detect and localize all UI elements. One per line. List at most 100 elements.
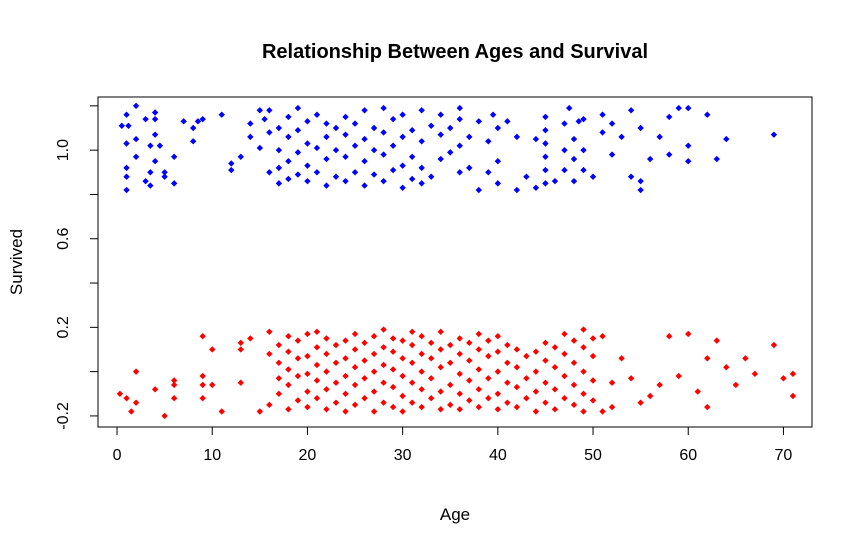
not-survived-point (370, 332, 378, 340)
not-survived-point (370, 350, 378, 358)
survived-point (437, 111, 444, 118)
not-survived-point (485, 375, 492, 382)
not-survived-point (732, 381, 740, 389)
survived-point (147, 142, 154, 149)
not-survived-point (418, 386, 425, 393)
y-tick-label: 1.0 (55, 139, 72, 161)
survived-point (542, 153, 549, 160)
survived-point (294, 104, 302, 112)
survived-point (561, 120, 568, 127)
survived-point (313, 169, 321, 176)
survived-point (147, 182, 154, 189)
not-survived-point (370, 408, 378, 415)
not-survived-point (418, 350, 425, 358)
survived-point (313, 111, 321, 118)
not-survived-point (789, 392, 797, 400)
not-survived-point (285, 381, 292, 389)
not-survived-point (304, 403, 311, 411)
not-survived-point (313, 377, 321, 384)
not-survived-point (599, 408, 606, 415)
survived-point (304, 177, 311, 185)
survived-point (466, 133, 473, 141)
not-survived-point (466, 357, 473, 364)
survived-point (147, 169, 154, 176)
not-survived-point (475, 366, 482, 373)
survived-point (723, 135, 730, 143)
not-survived-point (542, 399, 549, 406)
not-survived-point (237, 346, 244, 353)
not-survived-point (437, 328, 444, 335)
survived-point (399, 162, 406, 169)
not-survived-point (475, 386, 482, 393)
not-survived-point (170, 395, 178, 402)
survived-point (566, 104, 573, 112)
not-survived-point (313, 328, 321, 335)
not-survived-point (408, 328, 416, 335)
survived-point (504, 118, 511, 125)
survived-point (456, 142, 463, 149)
survived-point (247, 133, 254, 141)
not-survived-point (570, 401, 578, 409)
survived-point (380, 177, 387, 185)
survived-point (532, 135, 540, 143)
not-survived-point (399, 337, 406, 344)
not-survived-point (313, 395, 321, 402)
survived-point (323, 133, 330, 141)
survived-point (399, 184, 406, 192)
not-survived-point (266, 328, 273, 335)
survived-point (418, 107, 425, 114)
survived-point (266, 107, 273, 114)
not-survived-point (561, 372, 568, 380)
not-survived-point (551, 406, 559, 413)
not-survived-point (332, 341, 340, 349)
not-survived-point (294, 355, 302, 362)
survived-point (294, 127, 302, 134)
survived-point (332, 173, 340, 180)
survived-point (456, 169, 463, 176)
survived-point (161, 173, 168, 180)
not-survived-point (456, 406, 463, 413)
not-survived-point (599, 332, 606, 340)
not-survived-point (437, 346, 444, 353)
survived-point (266, 169, 273, 176)
not-survived-point (408, 399, 416, 406)
survived-point (125, 122, 132, 129)
survived-point (218, 111, 225, 118)
y-axis: -0.2 0.2 0.6 1.0 (55, 105, 98, 430)
not-survived-point (456, 390, 463, 397)
survived-point (389, 142, 397, 149)
survived-point (608, 120, 616, 127)
not-survived-point (199, 381, 206, 389)
not-survived-point (313, 344, 321, 351)
survived-point (123, 164, 130, 172)
not-survived-point (161, 412, 168, 420)
not-survived-point (247, 335, 254, 342)
not-survived-point (542, 357, 549, 364)
survived-point (142, 115, 149, 123)
not-survived-point (475, 346, 482, 353)
survived-point (161, 169, 168, 176)
survived-point (256, 107, 264, 114)
survived-point (418, 180, 425, 187)
survived-point (523, 173, 530, 180)
survived-point (170, 180, 178, 187)
survived-point (575, 118, 582, 125)
survived-point (580, 166, 587, 174)
not-survived-point (370, 388, 378, 395)
not-survived-point (123, 395, 130, 402)
not-survived-point (475, 330, 482, 338)
not-survived-point (237, 379, 244, 386)
not-survived-point (304, 370, 311, 378)
not-survived-point (399, 355, 406, 362)
survived-point (294, 171, 302, 178)
x-axis: 0 10 20 30 40 50 60 70 (113, 427, 792, 464)
not-survived-point (580, 344, 587, 351)
not-survived-point (323, 350, 330, 358)
survived-point (342, 113, 349, 121)
survived-point (323, 182, 330, 189)
survived-point (266, 129, 273, 136)
not-survived-point (780, 375, 787, 382)
not-survived-point (199, 372, 206, 380)
x-tick-label: 0 (113, 447, 122, 464)
